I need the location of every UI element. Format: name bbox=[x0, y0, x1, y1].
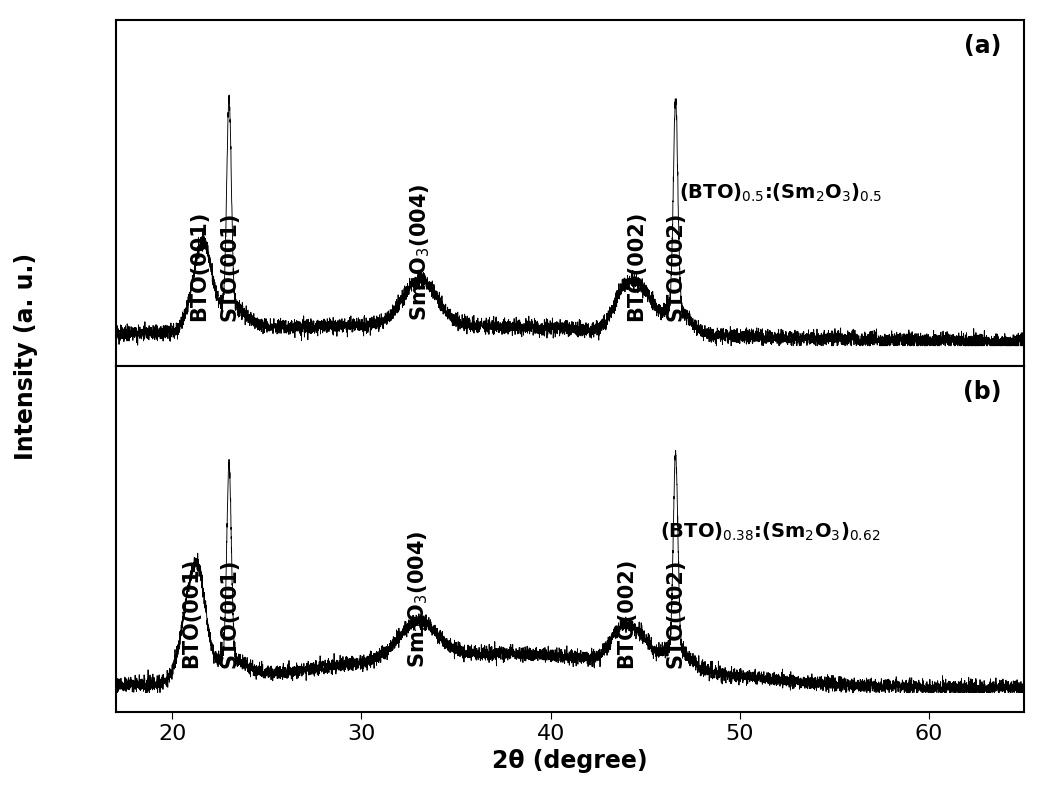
Text: Sm$_2$O$_3$(004): Sm$_2$O$_3$(004) bbox=[406, 531, 430, 668]
Text: (b): (b) bbox=[963, 380, 1001, 403]
Text: (BTO)$_{0.5}$:(Sm$_2$O$_3$)$_{0.5}$: (BTO)$_{0.5}$:(Sm$_2$O$_3$)$_{0.5}$ bbox=[678, 182, 882, 204]
Text: BTO(002): BTO(002) bbox=[616, 558, 636, 668]
Text: BTO(001): BTO(001) bbox=[189, 210, 209, 320]
Text: (a): (a) bbox=[964, 33, 1001, 58]
Text: STO(002): STO(002) bbox=[666, 559, 686, 668]
X-axis label: 2θ (degree): 2θ (degree) bbox=[491, 749, 648, 774]
Text: BTO(001): BTO(001) bbox=[182, 558, 202, 668]
Text: STO(002): STO(002) bbox=[666, 211, 686, 320]
Text: (BTO)$_{0.38}$:(Sm$_2$O$_3$)$_{0.62}$: (BTO)$_{0.38}$:(Sm$_2$O$_3$)$_{0.62}$ bbox=[660, 520, 881, 543]
Text: STO(001): STO(001) bbox=[219, 559, 239, 668]
Text: STO(001): STO(001) bbox=[219, 211, 239, 320]
Text: Intensity (a. u.): Intensity (a. u.) bbox=[15, 252, 38, 460]
Text: Sm$_2$O$_3$(004): Sm$_2$O$_3$(004) bbox=[408, 183, 432, 320]
Text: BTO(002): BTO(002) bbox=[626, 210, 646, 320]
